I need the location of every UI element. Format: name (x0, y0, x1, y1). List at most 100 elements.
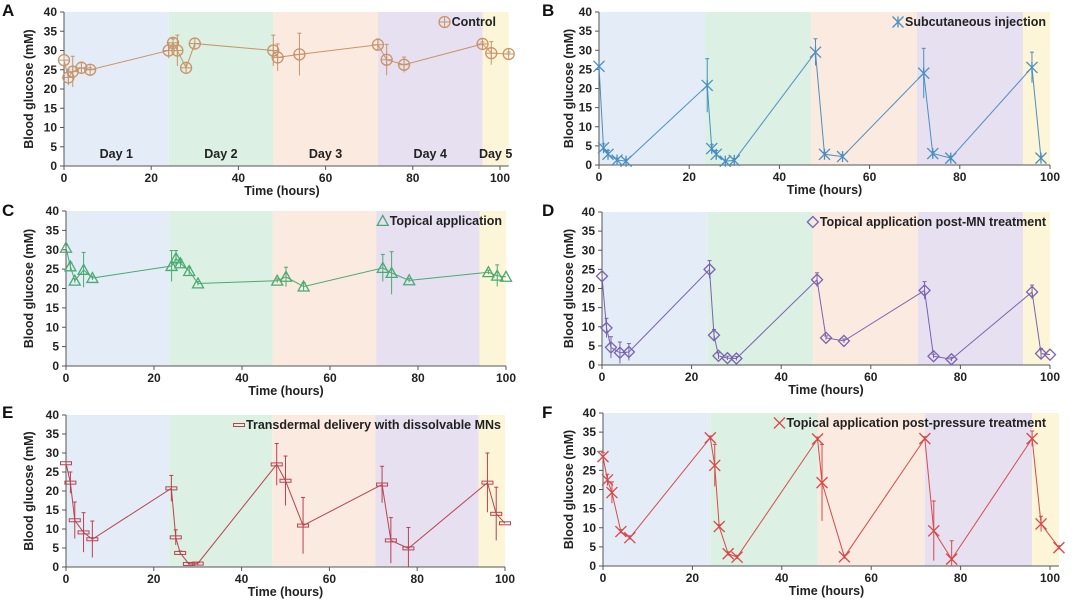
x-tick-label: 40 (235, 371, 249, 385)
legend: Topical application (376, 214, 502, 228)
legend-marker (806, 215, 820, 229)
marker-stroke (601, 473, 614, 486)
y-tick-label: 20 (44, 82, 58, 96)
day-band-2 (168, 12, 274, 166)
day-band-2 (169, 211, 273, 366)
day-band-3 (810, 12, 917, 165)
series-topical-application-post-pressure-treatment (597, 430, 1065, 566)
data-point (705, 142, 718, 155)
panel-label: E (2, 403, 13, 422)
x-tick-label: 40 (773, 170, 787, 184)
y-tick-label: 30 (46, 446, 60, 460)
x-tick-label: 0 (63, 371, 70, 385)
data-point (499, 270, 513, 282)
data-point (481, 480, 494, 485)
series-transdermal-delivery-with-dissolvable-mns (60, 443, 511, 567)
marker-stroke (731, 551, 744, 564)
data-point (595, 269, 609, 283)
y-tick-label: 15 (44, 101, 58, 115)
x-tick-label: 0 (599, 370, 606, 384)
day-band-1 (602, 212, 708, 365)
y-axis-title: Blood glucose (mM) (562, 430, 576, 549)
day-band-4 (377, 12, 483, 166)
marker-stroke (1052, 541, 1065, 554)
marker-stroke (623, 531, 636, 544)
data-point (485, 47, 498, 60)
x-axis-title: Time (hours) (244, 184, 319, 198)
y-tick-label: 25 (583, 463, 597, 477)
data-point (173, 256, 188, 269)
x-tick-label: 100 (1040, 170, 1060, 184)
day-band-4 (924, 413, 1033, 566)
y-tick-label: 20 (583, 483, 597, 497)
y-tick-label: 40 (46, 408, 60, 422)
y-tick-label: 0 (585, 158, 592, 172)
data-point (1026, 432, 1039, 445)
day-band-1 (66, 415, 170, 567)
day-band-2 (710, 413, 818, 566)
data-point (293, 48, 306, 61)
y-tick-label: 10 (579, 120, 593, 134)
y-tick-label: 5 (589, 540, 596, 554)
data-point (380, 53, 393, 66)
data-point (809, 46, 822, 59)
x-tick-label: 60 (863, 170, 877, 184)
data-point (397, 58, 411, 71)
legend-marker (233, 423, 246, 427)
y-axis-title: Blood glucose (mM) (22, 229, 36, 348)
y-tick-label: 35 (583, 425, 597, 439)
chart-panel-c: 0 5 10 15 20 25 30 35 40 0 20 40 60 80 100 Time (hours)… (2, 201, 516, 398)
panel-label: C (2, 201, 14, 220)
data-point (502, 47, 515, 61)
x-tick-label: 40 (232, 171, 246, 185)
legend-label: Topical application post-pressure treatm… (786, 416, 1046, 430)
y-axis-title: Blood glucose (mM) (22, 29, 36, 148)
data-point (75, 61, 88, 74)
chart-panel-a: 0 5 10 15 20 25 30 35 40 0 20 40 60 80 100 Time (hours)… (2, 1, 515, 198)
y-tick-label: 25 (44, 63, 58, 77)
data-point (703, 262, 716, 276)
day-band-1 (599, 12, 705, 165)
data-point (704, 431, 717, 444)
day-band-1 (603, 413, 711, 566)
y-tick-label: 0 (52, 560, 59, 574)
x-tick-label: 20 (147, 572, 161, 586)
data-point (701, 79, 714, 92)
data-point (499, 521, 511, 526)
data-point (918, 432, 931, 445)
data-point (165, 486, 178, 491)
data-point (76, 263, 91, 275)
day-band-3 (272, 415, 376, 567)
data-point (376, 261, 390, 274)
day-label: Day 3 (309, 147, 342, 161)
y-tick-label: 15 (46, 301, 60, 315)
marker-stroke (816, 476, 828, 489)
y-tick-label: 15 (46, 503, 60, 517)
day-band-4 (376, 211, 480, 366)
marker-stroke (597, 450, 609, 463)
data-point (270, 462, 283, 467)
legend-label: Topical application post-MN treatment (820, 215, 1047, 229)
x-tick-label: 0 (596, 170, 603, 184)
data-point (605, 486, 618, 499)
marker-stroke (838, 550, 851, 563)
legend: Control (438, 15, 496, 29)
data-point (721, 351, 734, 365)
y-tick-label: 20 (46, 282, 60, 296)
data-point (490, 511, 503, 516)
data-point (384, 266, 399, 279)
y-tick-label: 40 (582, 205, 596, 219)
data-point (84, 63, 97, 76)
y-tick-label: 15 (582, 301, 596, 315)
data-point (620, 155, 633, 168)
data-point (722, 547, 735, 560)
data-point (191, 276, 205, 289)
day-band-5 (1023, 212, 1050, 365)
data-point (838, 550, 851, 563)
y-tick-label: 10 (46, 320, 60, 334)
data-point (188, 37, 201, 50)
y-tick-label: 40 (579, 5, 593, 19)
x-tick-label: 60 (323, 371, 337, 385)
day-band-3 (817, 413, 925, 566)
